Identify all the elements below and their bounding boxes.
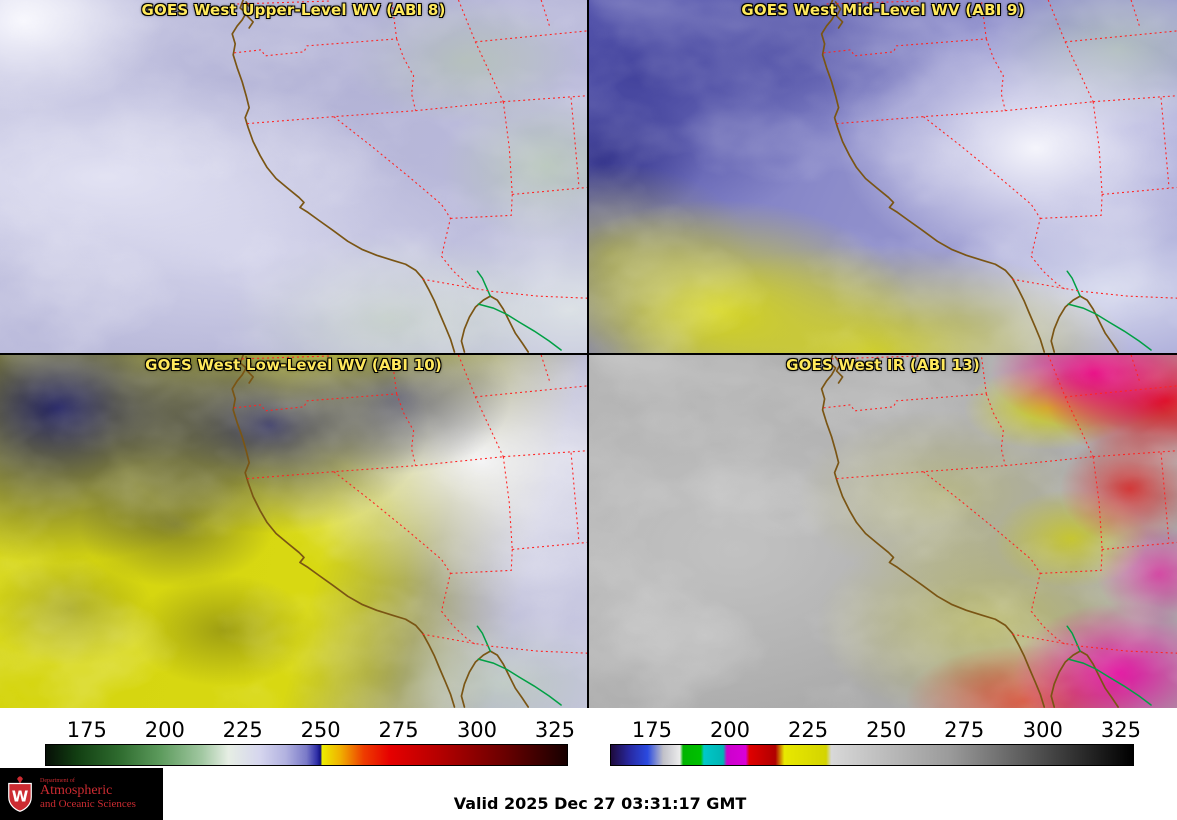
colorbar-tick-label: 250 (866, 718, 907, 742)
panel-title-mid-level-wv: GOES West Mid-Level WV (ABI 9) (741, 1, 1025, 19)
panel-upper-level-wv: GOES West Upper-Level WV (ABI 8) (0, 0, 587, 353)
colorbar-tick-label: 250 (300, 718, 341, 742)
svg-text:W: W (12, 788, 29, 806)
colorbar-tick-label: 275 (944, 718, 985, 742)
colorbar-tick-label: 325 (1100, 718, 1141, 742)
satellite-quadpanel: GOES West Upper-Level WV (ABI 8) GOES We… (0, 0, 1177, 708)
logo-oceanic-sciences: and Oceanic Sciences (40, 797, 136, 810)
colorbar-tick-label: 225 (788, 718, 829, 742)
map-overlay (0, 355, 587, 708)
wv-colorbar-tick-row: 175 200 225 250 275 300 325 (45, 716, 575, 744)
wv-colorbar: 175 200 225 250 275 300 325 (45, 716, 575, 766)
map-overlay (589, 355, 1177, 708)
colorbar-tick-label: 200 (709, 718, 751, 742)
logo-department-of: Department of (40, 777, 75, 784)
panel-mid-level-wv: GOES West Mid-Level WV (ABI 9) (589, 0, 1177, 353)
colorbar-tick-label: 225 (222, 718, 263, 742)
wv-colorbar-gradient (45, 744, 568, 766)
ir-colorbar-tick-row: 175 200 225 250 275 300 325 (610, 716, 1141, 744)
colorbar-tick-label: 300 (1022, 718, 1063, 742)
colorbar-tick-label: 325 (534, 718, 575, 742)
colorbar-tick-label: 175 (631, 718, 672, 742)
valid-time-label: Valid 2025 Dec 27 03:31:17 GMT (453, 794, 747, 813)
map-overlay (589, 0, 1177, 353)
aos-department-logo: W Department of Atmospheric and Oceanic … (0, 768, 163, 820)
colorbar-tick-label: 200 (144, 718, 185, 742)
panel-ir: GOES West IR (ABI 13) (589, 355, 1177, 708)
logo-atmospheric: Atmospheric (40, 783, 113, 799)
logo-text: Department of Atmospheric and Oceanic Sc… (40, 778, 136, 811)
colorbar-tick-label: 175 (66, 718, 107, 742)
colorbar-tick-label: 300 (456, 718, 498, 742)
ir-colorbar-gradient (610, 744, 1134, 766)
panel-title-ir: GOES West IR (ABI 13) (786, 356, 980, 374)
panel-title-upper-level-wv: GOES West Upper-Level WV (ABI 8) (141, 1, 446, 19)
panel-title-low-level-wv: GOES West Low-Level WV (ABI 10) (145, 356, 442, 374)
uw-crest-icon: W (8, 776, 32, 812)
ir-colorbar: 175 200 225 250 275 300 325 (610, 716, 1141, 766)
colorbar-tick-label: 275 (378, 718, 419, 742)
map-overlay (0, 0, 587, 353)
panel-low-level-wv: GOES West Low-Level WV (ABI 10) (0, 355, 587, 708)
